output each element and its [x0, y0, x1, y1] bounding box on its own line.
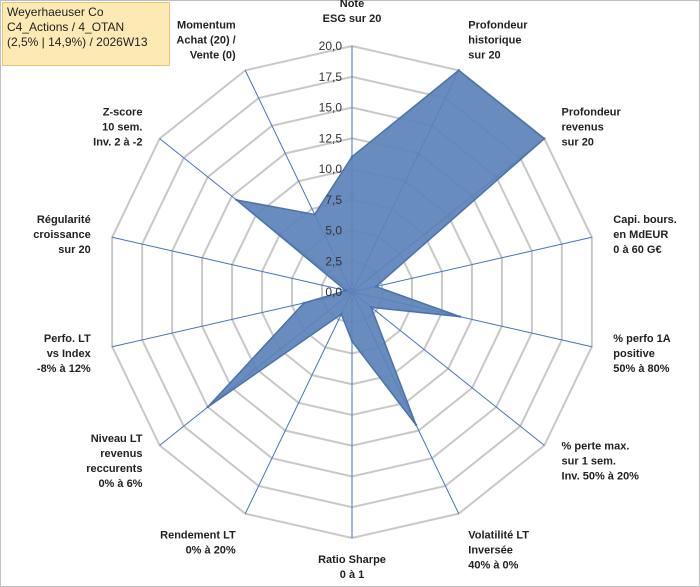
info-range-week: (2,5% | 14,9%) / 2026W13 [7, 35, 148, 49]
data-point [370, 306, 373, 309]
data-point [235, 198, 238, 202]
category-label-line: Momentum [177, 20, 236, 32]
data-point [344, 289, 348, 292]
r-tick-label: 2,5 [325, 254, 342, 268]
category-label-line: sur 20 [468, 50, 500, 62]
axis-spoke [244, 291, 353, 514]
category-label-line: -8% à 12% [37, 363, 91, 375]
category-label-line: reccurents [86, 463, 142, 475]
category-label: Z-score 10 sem. Inv. 2 à -2 [93, 106, 142, 148]
axis-spoke [351, 236, 592, 293]
category-label: Perfo. LT vs Index -8% à 12% [37, 333, 92, 375]
category-label: Capi. bours. en MdEUR 0 à 60 G€ [613, 214, 677, 256]
axis-spoke [112, 236, 353, 293]
category-label-line: revenus [100, 448, 142, 460]
data-point [350, 155, 354, 158]
data-point [543, 137, 546, 140]
category-label-line: 10 sem. [102, 121, 142, 133]
r-tick-label: 7,5 [325, 193, 342, 207]
r-tick-label: 12,5 [319, 131, 343, 145]
category-label-line: 0 à 60 G€ [613, 244, 661, 256]
category-label-line: sur 20 [562, 136, 594, 148]
r-tick-label: 15,0 [319, 101, 343, 115]
data-point [340, 312, 343, 316]
category-label-line: Rendement LT [160, 529, 236, 541]
category-label-line: sur 20 [58, 244, 90, 256]
r-tick-label: 10,0 [319, 162, 343, 176]
category-label: Profondeur revenus sur 20 [562, 106, 622, 148]
category-label-line: Inv. 50% à 20% [562, 471, 640, 483]
info-category: C4_Actions / 4_OTAN [7, 20, 125, 34]
category-label-line: Niveau LT [91, 433, 143, 445]
category-label-line: positive [613, 348, 655, 360]
category-label-line: croissance [33, 229, 90, 241]
r-tick-label: 20,0 [319, 39, 343, 53]
category-label-line: 0% à 6% [98, 478, 142, 490]
r-tick-label: 17,5 [319, 70, 343, 84]
category-label-line: revenus [562, 121, 604, 133]
category-label-line: 0% à 20% [186, 544, 236, 556]
category-label-line: historique [468, 35, 521, 47]
category-label: Rendement LT 0% à 20% [160, 529, 236, 556]
axis-spoke [351, 291, 545, 446]
category-label-line: 50% à 80% [613, 363, 669, 375]
data-point [302, 301, 306, 305]
r-tick-label: 5,0 [325, 224, 342, 238]
category-label-line: % perte max. [562, 441, 630, 453]
category-label-line: Perfo. LT [44, 333, 91, 345]
data-point [458, 315, 462, 318]
category-label-line: 0 à 1 [340, 569, 364, 581]
info-company: Weyerhaeuser Co [7, 5, 104, 19]
category-label-line: ESG sur 20 [323, 13, 382, 25]
category-label: Profondeur historique sur 20 [468, 20, 528, 62]
category-label-line: vs Index [47, 348, 92, 360]
category-label-line: Ratio Sharpe [318, 554, 386, 566]
category-label: Ratio Sharpe 0 à 1 [318, 554, 386, 581]
category-label-line: Régularité [37, 214, 91, 226]
category-label-line: Profondeur [562, 106, 622, 118]
data-point [374, 285, 378, 288]
data-point [457, 69, 460, 72]
data-point [206, 405, 209, 409]
category-label: Momentum Achat (20) / Vente (0) [176, 20, 236, 62]
category-label-line: Inversée [468, 544, 513, 556]
category-label-line: Achat (20) / [176, 35, 235, 47]
category-label-line: Capi. bours. [613, 214, 677, 226]
category-label-line: % perfo 1A [613, 333, 671, 345]
category-label-line: Vente (0) [190, 50, 236, 62]
category-label-line: Z-score [103, 106, 143, 118]
category-label: Note ESG sur 20 [323, 0, 382, 25]
category-label: % perte max. sur 1 sem. Inv. 50% à 20% [562, 441, 640, 483]
info-box: Weyerhaeuser Co C4_Actions / 4_OTAN (2,5… [2, 2, 170, 66]
category-label-line: Volatilité LT [468, 529, 529, 541]
category-label-line: Inv. 2 à -2 [93, 136, 142, 148]
category-label-line: Profondeur [468, 20, 528, 32]
series-area [207, 69, 546, 426]
category-label: Régularité croissance sur 20 [33, 214, 90, 256]
category-label: % perfo 1A positive 50% à 80% [613, 333, 671, 375]
data-point [313, 213, 316, 216]
category-label-line: en MdEUR [613, 229, 668, 241]
category-label: Volatilité LT Inversée 40% à 0% [468, 529, 529, 571]
category-label-line: sur 1 sem. [562, 456, 616, 468]
category-label: Niveau LT revenus reccurents 0% à 6% [86, 433, 143, 490]
category-label-line: Note [340, 0, 364, 10]
category-label-line: 40% à 0% [468, 559, 518, 571]
data-point [350, 340, 354, 343]
r-tick-label: 0,0 [325, 285, 342, 299]
data-point [414, 423, 418, 427]
